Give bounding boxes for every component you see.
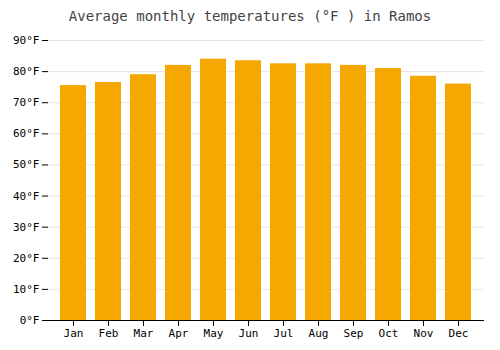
svg-text:May: May xyxy=(204,327,224,340)
svg-text:50°F: 50°F xyxy=(13,158,40,171)
svg-text:Feb: Feb xyxy=(99,327,119,340)
html-text:Average monthly temperatures (: Average monthly temperatures (°F ) in Ra… xyxy=(68,8,432,24)
svg-text:Jan: Jan xyxy=(64,327,84,340)
svg-text:Aug: Aug xyxy=(309,327,329,340)
svg-text:Jun: Jun xyxy=(239,327,259,340)
svg-text:Nov: Nov xyxy=(414,327,434,340)
svg-text:70°F: 70°F xyxy=(13,96,40,109)
svg-text:0°F: 0°F xyxy=(20,314,40,327)
svg-text:Sep: Sep xyxy=(344,327,364,340)
svg-text:60°F: 60°F xyxy=(13,127,40,140)
svg-text:90°F: 90°F xyxy=(13,34,40,47)
svg-text:Dec: Dec xyxy=(449,327,469,340)
svg-text:40°F: 40°F xyxy=(13,190,40,203)
svg-text:Jul: Jul xyxy=(274,327,294,340)
svg-text:Mar: Mar xyxy=(134,327,154,340)
svg-text:20°F: 20°F xyxy=(13,252,40,265)
svg-text:30°F: 30°F xyxy=(13,221,40,234)
svg-text:Oct: Oct xyxy=(379,327,399,340)
svg-text:80°F: 80°F xyxy=(13,65,40,78)
svg-text:Apr: Apr xyxy=(169,327,189,340)
svg-text:10°F: 10°F xyxy=(13,283,40,296)
